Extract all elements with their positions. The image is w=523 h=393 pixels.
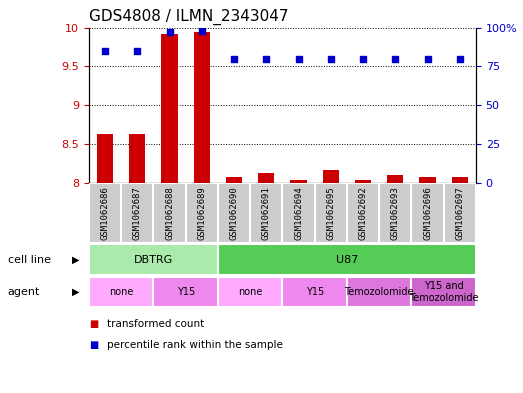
Bar [153,277,218,307]
Bar [282,277,347,307]
Point [294,55,303,62]
Bar [452,177,468,183]
Bar [258,173,275,183]
Point [391,55,400,62]
Text: none: none [238,287,263,297]
Bar [379,184,412,243]
Text: Y15 and
Temozolomide: Y15 and Temozolomide [409,281,479,303]
Text: Y15: Y15 [305,287,324,297]
Bar [89,244,218,275]
Bar [412,184,444,243]
Bar [121,184,153,243]
Bar [323,169,339,183]
Bar [419,177,436,183]
Text: GSM1062691: GSM1062691 [262,186,271,240]
Text: GSM1062696: GSM1062696 [423,186,432,240]
Text: percentile rank within the sample: percentile rank within the sample [107,340,283,351]
Bar [250,184,282,243]
Text: ▶: ▶ [72,287,79,297]
Text: GSM1062688: GSM1062688 [165,186,174,240]
Bar [162,34,178,183]
Point [133,48,141,54]
Point [165,29,174,35]
Bar [97,134,113,183]
Text: agent: agent [8,287,40,297]
Bar [347,184,379,243]
Bar [282,184,315,243]
Text: GSM1062695: GSM1062695 [326,186,335,240]
Text: GSM1062687: GSM1062687 [133,186,142,240]
Text: ■: ■ [89,340,98,351]
Bar [89,184,121,243]
Bar [355,180,371,183]
Point [101,48,109,54]
Bar [129,134,145,183]
Bar [194,32,210,183]
Bar [412,277,476,307]
Point [230,55,238,62]
Bar [218,244,476,275]
Text: DBTRG: DBTRG [134,255,173,265]
Bar [226,177,242,183]
Text: GSM1062697: GSM1062697 [456,186,464,240]
Text: GSM1062694: GSM1062694 [294,186,303,240]
Text: U87: U87 [336,255,358,265]
Text: GSM1062692: GSM1062692 [359,186,368,240]
Text: GDS4808 / ILMN_2343047: GDS4808 / ILMN_2343047 [89,9,288,25]
Bar [290,180,306,183]
Text: transformed count: transformed count [107,319,204,329]
Point [262,55,270,62]
Point [359,55,367,62]
Text: ■: ■ [89,319,98,329]
Bar [218,277,282,307]
Text: GSM1062693: GSM1062693 [391,186,400,240]
Point [424,55,432,62]
Bar [89,277,153,307]
Text: GSM1062686: GSM1062686 [100,186,109,240]
Bar [444,184,476,243]
Bar [186,184,218,243]
Bar [153,184,186,243]
Point [326,55,335,62]
Text: none: none [109,287,133,297]
Text: Temozolomide: Temozolomide [345,287,414,297]
Text: Y15: Y15 [177,287,195,297]
Bar [347,277,412,307]
Bar [315,184,347,243]
Point [456,55,464,62]
Bar [387,175,403,183]
Text: cell line: cell line [8,255,51,265]
Text: GSM1062689: GSM1062689 [197,186,206,240]
Point [198,28,206,34]
Text: GSM1062690: GSM1062690 [230,186,238,240]
Bar [218,184,250,243]
Text: ▶: ▶ [72,255,79,265]
